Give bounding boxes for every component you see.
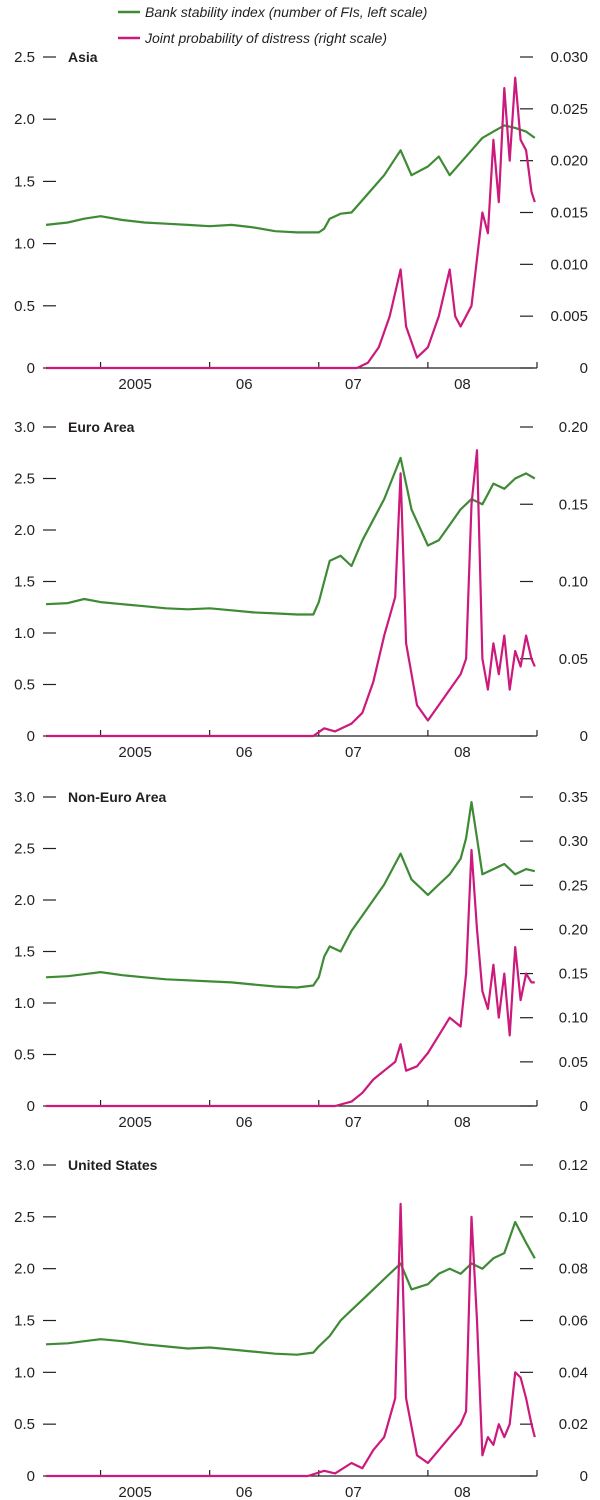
right-tick-label: 0: [580, 1098, 588, 1115]
panel-title: Asia: [68, 49, 98, 65]
x-tick-label: 08: [454, 1484, 471, 1500]
left-tick-label: 0.5: [14, 298, 35, 315]
legend-label-joint-probability-of-distress: Joint probability of distress (right sca…: [144, 30, 387, 46]
right-tick-label: 0.010: [550, 256, 588, 273]
x-tick-label: 06: [236, 744, 253, 761]
right-tick-label: 0.25: [559, 877, 588, 894]
left-tick-label: 1.5: [14, 574, 35, 591]
right-tick-label: 0.20: [559, 921, 588, 938]
left-tick-label: 1.0: [14, 995, 35, 1012]
left-tick-label: 0.5: [14, 677, 35, 694]
series-line-bank-stability-index-number-of-fis-left-scale: [45, 800, 536, 989]
right-tick-label: 0.10: [559, 1010, 588, 1027]
left-tick-label: 2.0: [14, 892, 35, 909]
left-tick-label: 0: [27, 1098, 35, 1115]
left-tick-label: 3.0: [14, 1157, 35, 1174]
left-tick-label: 0: [27, 1468, 35, 1485]
series-line-bank-stability-index-number-of-fis-left-scale: [45, 1220, 536, 1356]
left-tick-label: 1.5: [14, 1313, 35, 1330]
x-tick-label: 08: [454, 744, 471, 761]
panel-non-euro-area: 2005 06 07 08 0 0.5 1.0 1.5 2.0 2.5 3.0 0 0.05 0.10 0.…: [14, 789, 588, 1131]
series-line-bank-stability-index-number-of-fis-left-scale: [45, 456, 536, 616]
right-tick-label: 0.10: [559, 574, 588, 591]
chart-panels: 2005 06 07 08 0 0.5 1.0 1.5 2.0 2.5 0 0.005 0.010 0.0…: [14, 49, 588, 1500]
left-tick-label: 2.0: [14, 1261, 35, 1278]
series-line-joint-probability-of-distress-right-scale: [46, 76, 536, 370]
legend-item-joint-probability-of-distress: Joint probability of distress (right sca…: [118, 30, 387, 46]
panel-title: Non-Euro Area: [68, 789, 166, 805]
right-tick-label: 0: [580, 728, 588, 745]
panel-euro-area: 2005 06 07 08 0 0.5 1.0 1.5 2.0 2.5 3.0 0 0.05 0.10 0.…: [14, 419, 588, 761]
series-line-bank-stability-index-number-of-fis-left-scale: [45, 124, 536, 234]
right-tick-label: 0: [580, 1468, 588, 1485]
right-tick-label: 0: [580, 360, 588, 377]
right-tick-label: 0.015: [550, 205, 588, 222]
series-line-joint-probability-of-distress-right-scale: [46, 1202, 536, 1478]
left-tick-label: 1.0: [14, 1364, 35, 1381]
x-tick-label: 07: [345, 376, 362, 393]
right-tick-label: 0.020: [550, 153, 588, 170]
left-tick-label: 3.0: [14, 419, 35, 436]
legend-item-bank-stability-index: Bank stability index (number of FIs, lef…: [118, 4, 427, 20]
x-tick-label: 2005: [118, 744, 151, 761]
series-line-joint-probability-of-distress-right-scale: [46, 848, 535, 1108]
x-tick-label: 2005: [118, 1484, 151, 1500]
left-tick-label: 1.5: [14, 173, 35, 190]
panel-title: United States: [68, 1157, 158, 1173]
x-tick-label: 06: [236, 1114, 253, 1131]
x-tick-label: 06: [236, 376, 253, 393]
left-tick-label: 2.5: [14, 841, 35, 858]
panel-united-states: 2005 06 07 08 0 0.5 1.0 1.5 2.0 2.5 3.0 0 0.02 0.04 0.…: [14, 1157, 588, 1500]
right-tick-label: 0.05: [559, 651, 588, 668]
left-tick-label: 1.0: [14, 236, 35, 253]
right-tick-label: 0.35: [559, 789, 588, 806]
right-tick-label: 0.025: [550, 101, 588, 118]
left-tick-label: 2.5: [14, 1209, 35, 1226]
right-tick-label: 0.08: [559, 1261, 588, 1278]
x-tick-label: 2005: [118, 376, 151, 393]
panel-asia: 2005 06 07 08 0 0.5 1.0 1.5 2.0 2.5 0 0.005 0.010 0.0…: [14, 49, 588, 393]
left-tick-label: 0.5: [14, 1047, 35, 1064]
left-tick-label: 1.5: [14, 944, 35, 961]
right-tick-label: 0.05: [559, 1054, 588, 1071]
x-tick-label: 07: [345, 1484, 362, 1500]
legend-label-bank-stability-index: Bank stability index (number of FIs, lef…: [145, 4, 427, 20]
left-tick-label: 2.0: [14, 111, 35, 128]
right-tick-label: 0.04: [559, 1364, 588, 1381]
panel-title: Euro Area: [68, 419, 135, 435]
left-tick-label: 2.5: [14, 471, 35, 488]
x-tick-label: 06: [236, 1484, 253, 1500]
series-line-joint-probability-of-distress-right-scale: [46, 449, 536, 738]
right-tick-label: 0.005: [550, 308, 588, 325]
left-tick-label: 0.5: [14, 1416, 35, 1433]
left-tick-label: 2.0: [14, 522, 35, 539]
right-tick-label: 0.15: [559, 966, 588, 983]
x-tick-label: 07: [345, 744, 362, 761]
right-tick-label: 0.20: [559, 419, 588, 436]
right-tick-label: 0.02: [559, 1416, 588, 1433]
x-tick-label: 2005: [118, 1114, 151, 1131]
x-tick-label: 08: [454, 1114, 471, 1131]
left-tick-label: 0: [27, 728, 35, 745]
right-tick-label: 0.10: [559, 1209, 588, 1226]
right-tick-label: 0.12: [559, 1157, 588, 1174]
left-tick-label: 3.0: [14, 789, 35, 806]
x-tick-label: 07: [345, 1114, 362, 1131]
legend: Bank stability index (number of FIs, lef…: [118, 4, 427, 46]
left-tick-label: 2.5: [14, 49, 35, 66]
right-tick-label: 0.15: [559, 496, 588, 513]
right-tick-label: 0.30: [559, 833, 588, 850]
right-tick-label: 0.030: [550, 49, 588, 66]
x-tick-label: 08: [454, 376, 471, 393]
right-tick-label: 0.06: [559, 1313, 588, 1330]
left-tick-label: 0: [27, 360, 35, 377]
left-tick-label: 1.0: [14, 625, 35, 642]
